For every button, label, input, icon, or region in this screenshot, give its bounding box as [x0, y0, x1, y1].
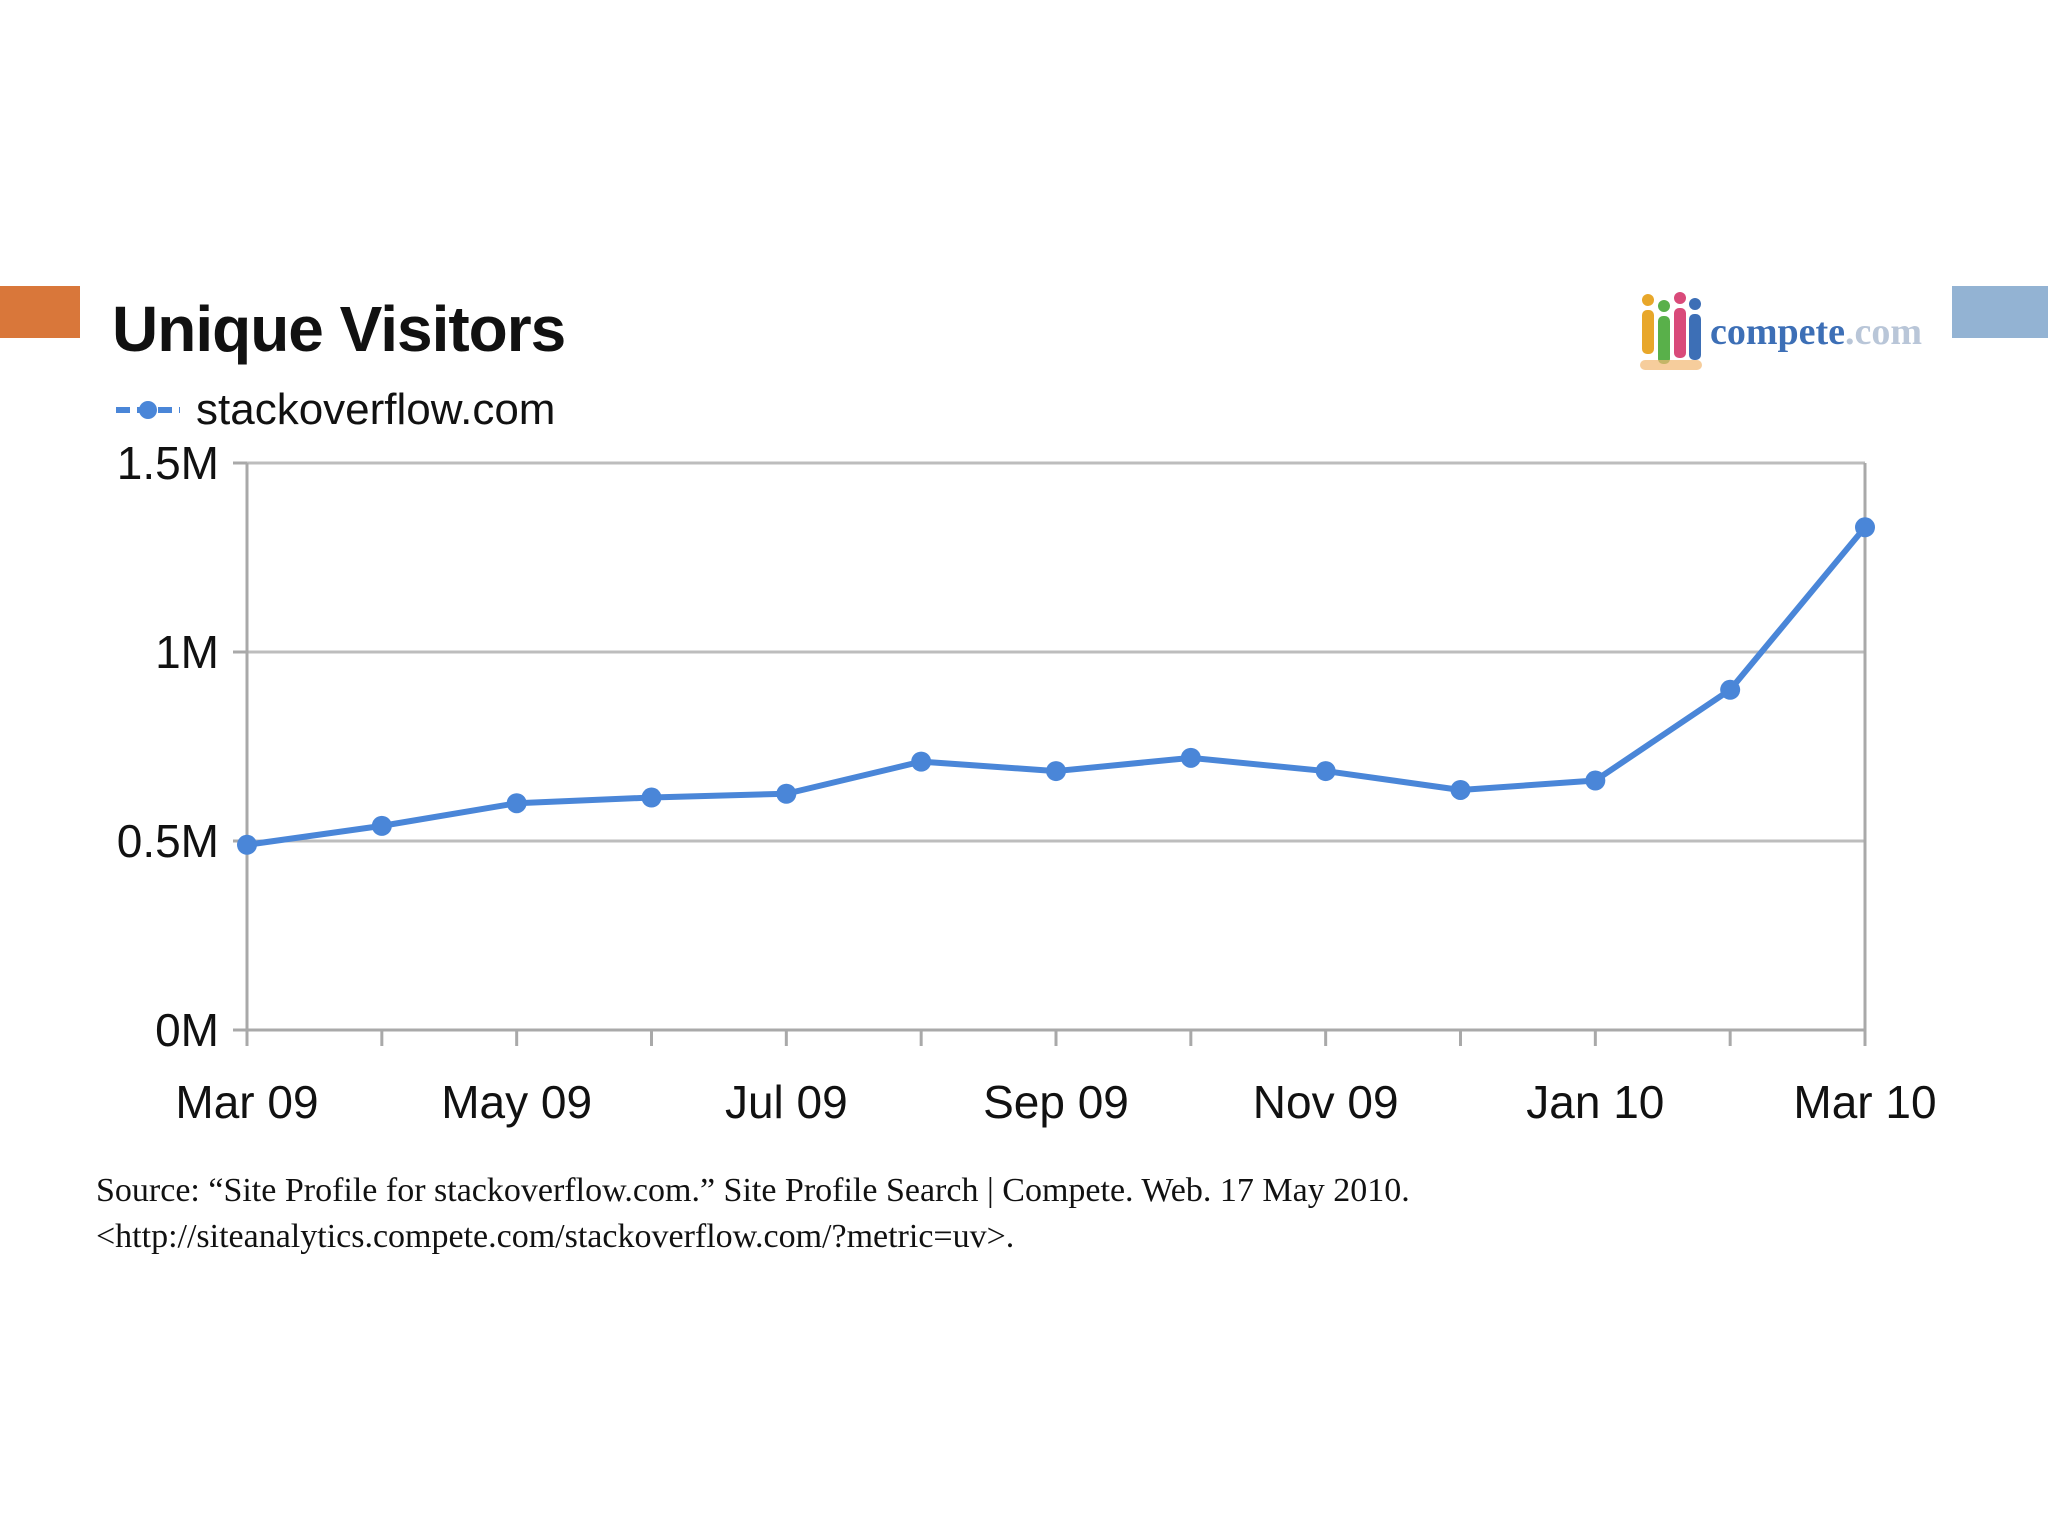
data-point — [506, 793, 527, 814]
accent-bar-left — [0, 286, 80, 338]
grid-lines — [247, 461, 1865, 843]
axes — [233, 461, 1867, 1046]
data-point — [237, 834, 257, 855]
data-point — [1315, 761, 1336, 782]
x-tick-label: Jan 10 — [1526, 1076, 1664, 1128]
source-line-2: <http://siteanalytics.compete.com/stacko… — [96, 1218, 1015, 1255]
source-citation: Source: “Site Profile for stackoverflow.… — [96, 1168, 1956, 1260]
data-point — [1450, 779, 1471, 800]
legend-label: stackoverflow.com — [196, 385, 556, 434]
brand-name: compete — [1710, 311, 1846, 353]
y-tick-label: 1.5M — [117, 437, 219, 489]
x-tick-label: Mar 10 — [1793, 1076, 1936, 1128]
x-tick-label: Nov 09 — [1253, 1076, 1399, 1128]
x-tick-labels: Mar 09 May 09 Jul 09 Sep 09 Nov 09 Jan 10 Mar … — [175, 1076, 1936, 1128]
y-tick-label: 1M — [155, 626, 219, 678]
data-point — [1720, 679, 1741, 700]
data-point — [1046, 761, 1066, 782]
x-tick-label: Jul 09 — [725, 1076, 848, 1128]
x-tick-label: Mar 09 — [175, 1076, 318, 1128]
x-tick-label: Sep 09 — [983, 1076, 1129, 1128]
series-line — [244, 524, 1868, 848]
compete-brand: compete .com — [1638, 290, 1922, 374]
series-stackoverflow — [237, 517, 1875, 855]
data-point — [911, 751, 932, 772]
y-tick-labels: 0M 0.5M 1M 1.5M — [117, 437, 219, 1056]
chart-title: Unique Visitors — [112, 293, 566, 365]
data-point — [1180, 747, 1201, 768]
x-tick-label: May 09 — [441, 1076, 592, 1128]
people-logo-icon — [1640, 292, 1702, 370]
brand-tld: .com — [1845, 311, 1923, 353]
line-with-dot-icon — [116, 401, 180, 419]
data-point — [371, 815, 392, 836]
data-point — [776, 783, 797, 804]
y-tick-label: 0.5M — [117, 815, 219, 867]
y-tick-label: 0M — [155, 1004, 219, 1056]
data-point — [641, 787, 662, 808]
data-point — [1585, 770, 1606, 791]
accent-bar-right — [1952, 286, 2048, 338]
legend: stackoverflow.com — [114, 382, 555, 438]
source-line-1: Source: “Site Profile for stackoverflow.… — [96, 1172, 1410, 1209]
data-point — [1855, 517, 1875, 538]
